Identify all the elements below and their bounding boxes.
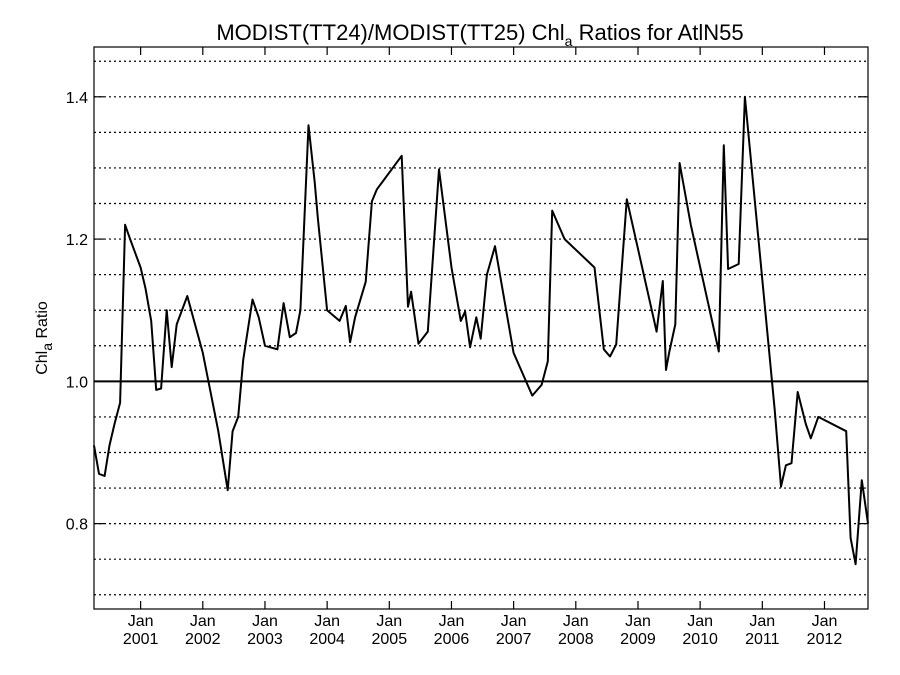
x-tick-year-label: 2005 <box>372 631 408 648</box>
y-tick-label: 1.4 <box>66 90 88 107</box>
x-tick-year-label: 2003 <box>247 631 283 648</box>
x-tick-year-label: 2010 <box>682 631 718 648</box>
x-tick-labels: Jan2001Jan2002Jan2003Jan2004Jan2005Jan20… <box>123 613 843 648</box>
y-axis-label: Chla Ratio <box>34 301 55 375</box>
chart-title: MODIST(TT24)/MODIST(TT25) Chla Ratios fo… <box>216 20 743 49</box>
x-tick-month-label: Jan <box>749 613 775 630</box>
x-tick-year-label: 2012 <box>807 631 843 648</box>
y-tick-label: 1.0 <box>66 374 88 391</box>
x-tick-year-label: 2007 <box>496 631 532 648</box>
x-tick-year-label: 2006 <box>434 631 470 648</box>
x-tick-year-label: 2001 <box>123 631 159 648</box>
x-tick-month-label: Jan <box>128 613 154 630</box>
x-tick-month-label: Jan <box>190 613 216 630</box>
x-tick-month-label: Jan <box>625 613 651 630</box>
x-tick-month-label: Jan <box>812 613 838 630</box>
x-tick-month-label: Jan <box>501 613 527 630</box>
y-label-subscript: a <box>39 343 55 351</box>
y-label-main: Chl <box>34 351 51 375</box>
x-tick-year-label: 2008 <box>558 631 594 648</box>
title-part-2: Ratios for AtlN55 <box>572 20 743 45</box>
x-tick-month-label: Jan <box>687 613 713 630</box>
x-tick-year-label: 2004 <box>309 631 345 648</box>
x-tick-month-label: Jan <box>252 613 278 630</box>
series-line <box>93 95 869 566</box>
y-tick-labels: 0.8 1.0 1.2 1.4 <box>66 90 88 534</box>
y-label-rest: Ratio <box>34 301 51 343</box>
x-tick-year-label: 2002 <box>185 631 221 648</box>
plot-frame <box>93 46 869 610</box>
title-subscript: a <box>565 33 573 49</box>
grid-lines <box>94 60 868 596</box>
series-group <box>93 95 869 566</box>
x-tick-month-label: Jan <box>439 613 465 630</box>
y-tick-label: 1.2 <box>66 232 88 249</box>
x-tick-month-label: Jan <box>314 613 340 630</box>
x-tick-month-label: Jan <box>563 613 589 630</box>
x-tick-month-label: Jan <box>376 613 402 630</box>
tick-marks <box>94 47 868 609</box>
y-tick-label: 0.8 <box>66 517 88 534</box>
title-part-1: MODIST(TT24)/MODIST(TT25) Chl <box>216 20 564 45</box>
x-tick-year-label: 2011 <box>745 631 780 648</box>
x-tick-year-label: 2009 <box>620 631 656 648</box>
